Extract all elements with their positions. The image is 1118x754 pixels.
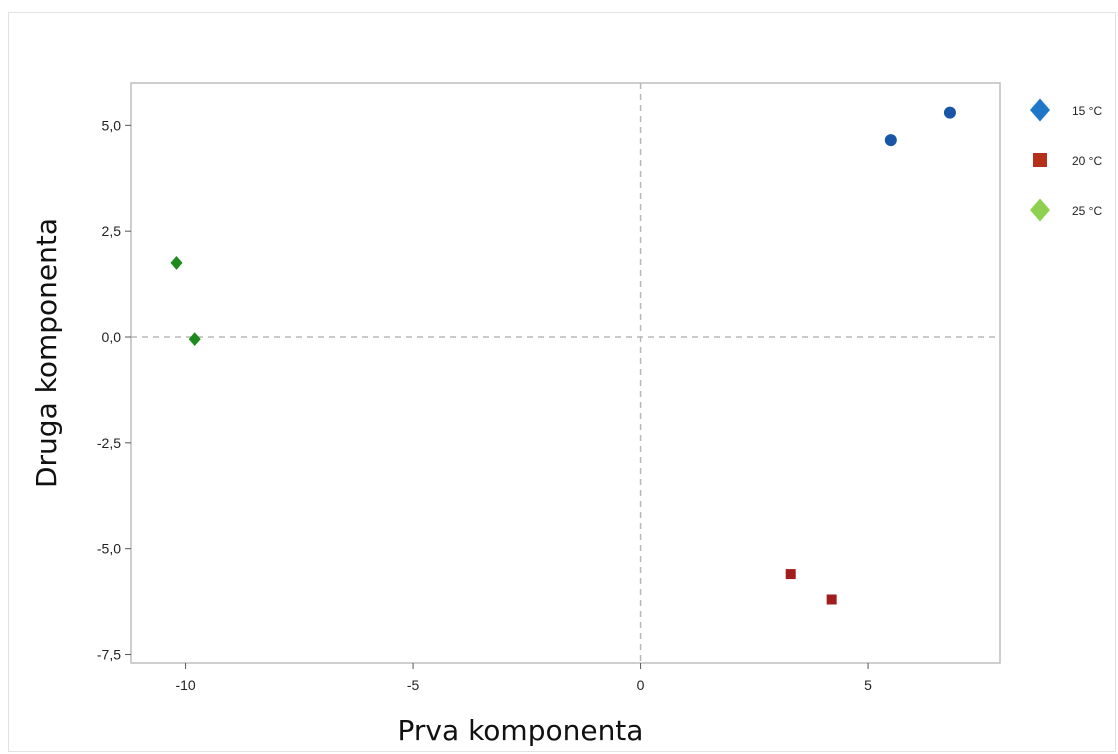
legend: 15 °C 20 °C 25 °C: [1030, 98, 1102, 222]
legend-marker: [1030, 98, 1050, 122]
y-tick-label: -7,5: [97, 647, 121, 663]
x-tick-label: -5: [407, 677, 420, 693]
x-tick-label: 0: [637, 677, 645, 693]
legend-marker: [1033, 153, 1047, 167]
legend-entry: 25 °C: [1030, 198, 1102, 222]
y-tick-label: 2,5: [102, 223, 122, 239]
y-tick-label: 5,0: [102, 117, 122, 133]
legend-label: 20 °C: [1072, 154, 1102, 168]
y-axis-title: Druga komponenta: [30, 218, 63, 488]
data-point: [170, 256, 183, 270]
y-tick-label: -5,0: [97, 541, 121, 557]
series-3: [170, 256, 201, 347]
y-tick-label: -2,5: [97, 435, 121, 451]
data-point: [785, 569, 796, 580]
legend-marker: [1030, 198, 1050, 222]
legend-entry: 20 °C: [1033, 153, 1102, 168]
x-tick-label: -10: [175, 677, 195, 693]
plot-border: [130, 82, 1001, 664]
series-2: [785, 569, 837, 605]
legend-label: 25 °C: [1072, 204, 1102, 218]
axes: -10 -5 0 5 5,0 2,5 0,0 -2,5 -5,0 -7,5: [97, 117, 872, 693]
legend-label: 15 °C: [1072, 104, 1102, 118]
data-point: [826, 594, 837, 605]
data-point: [884, 134, 897, 147]
data-point: [943, 106, 956, 119]
series-1: [884, 106, 956, 147]
y-tick-label: 0,0: [102, 329, 122, 345]
data-points: [170, 106, 956, 605]
data-point: [188, 332, 201, 347]
x-axis-title: Prva komponenta: [398, 714, 644, 747]
x-tick-label: 5: [864, 677, 872, 693]
legend-entry: 15 °C: [1030, 98, 1102, 122]
plot-area: [130, 82, 1001, 664]
